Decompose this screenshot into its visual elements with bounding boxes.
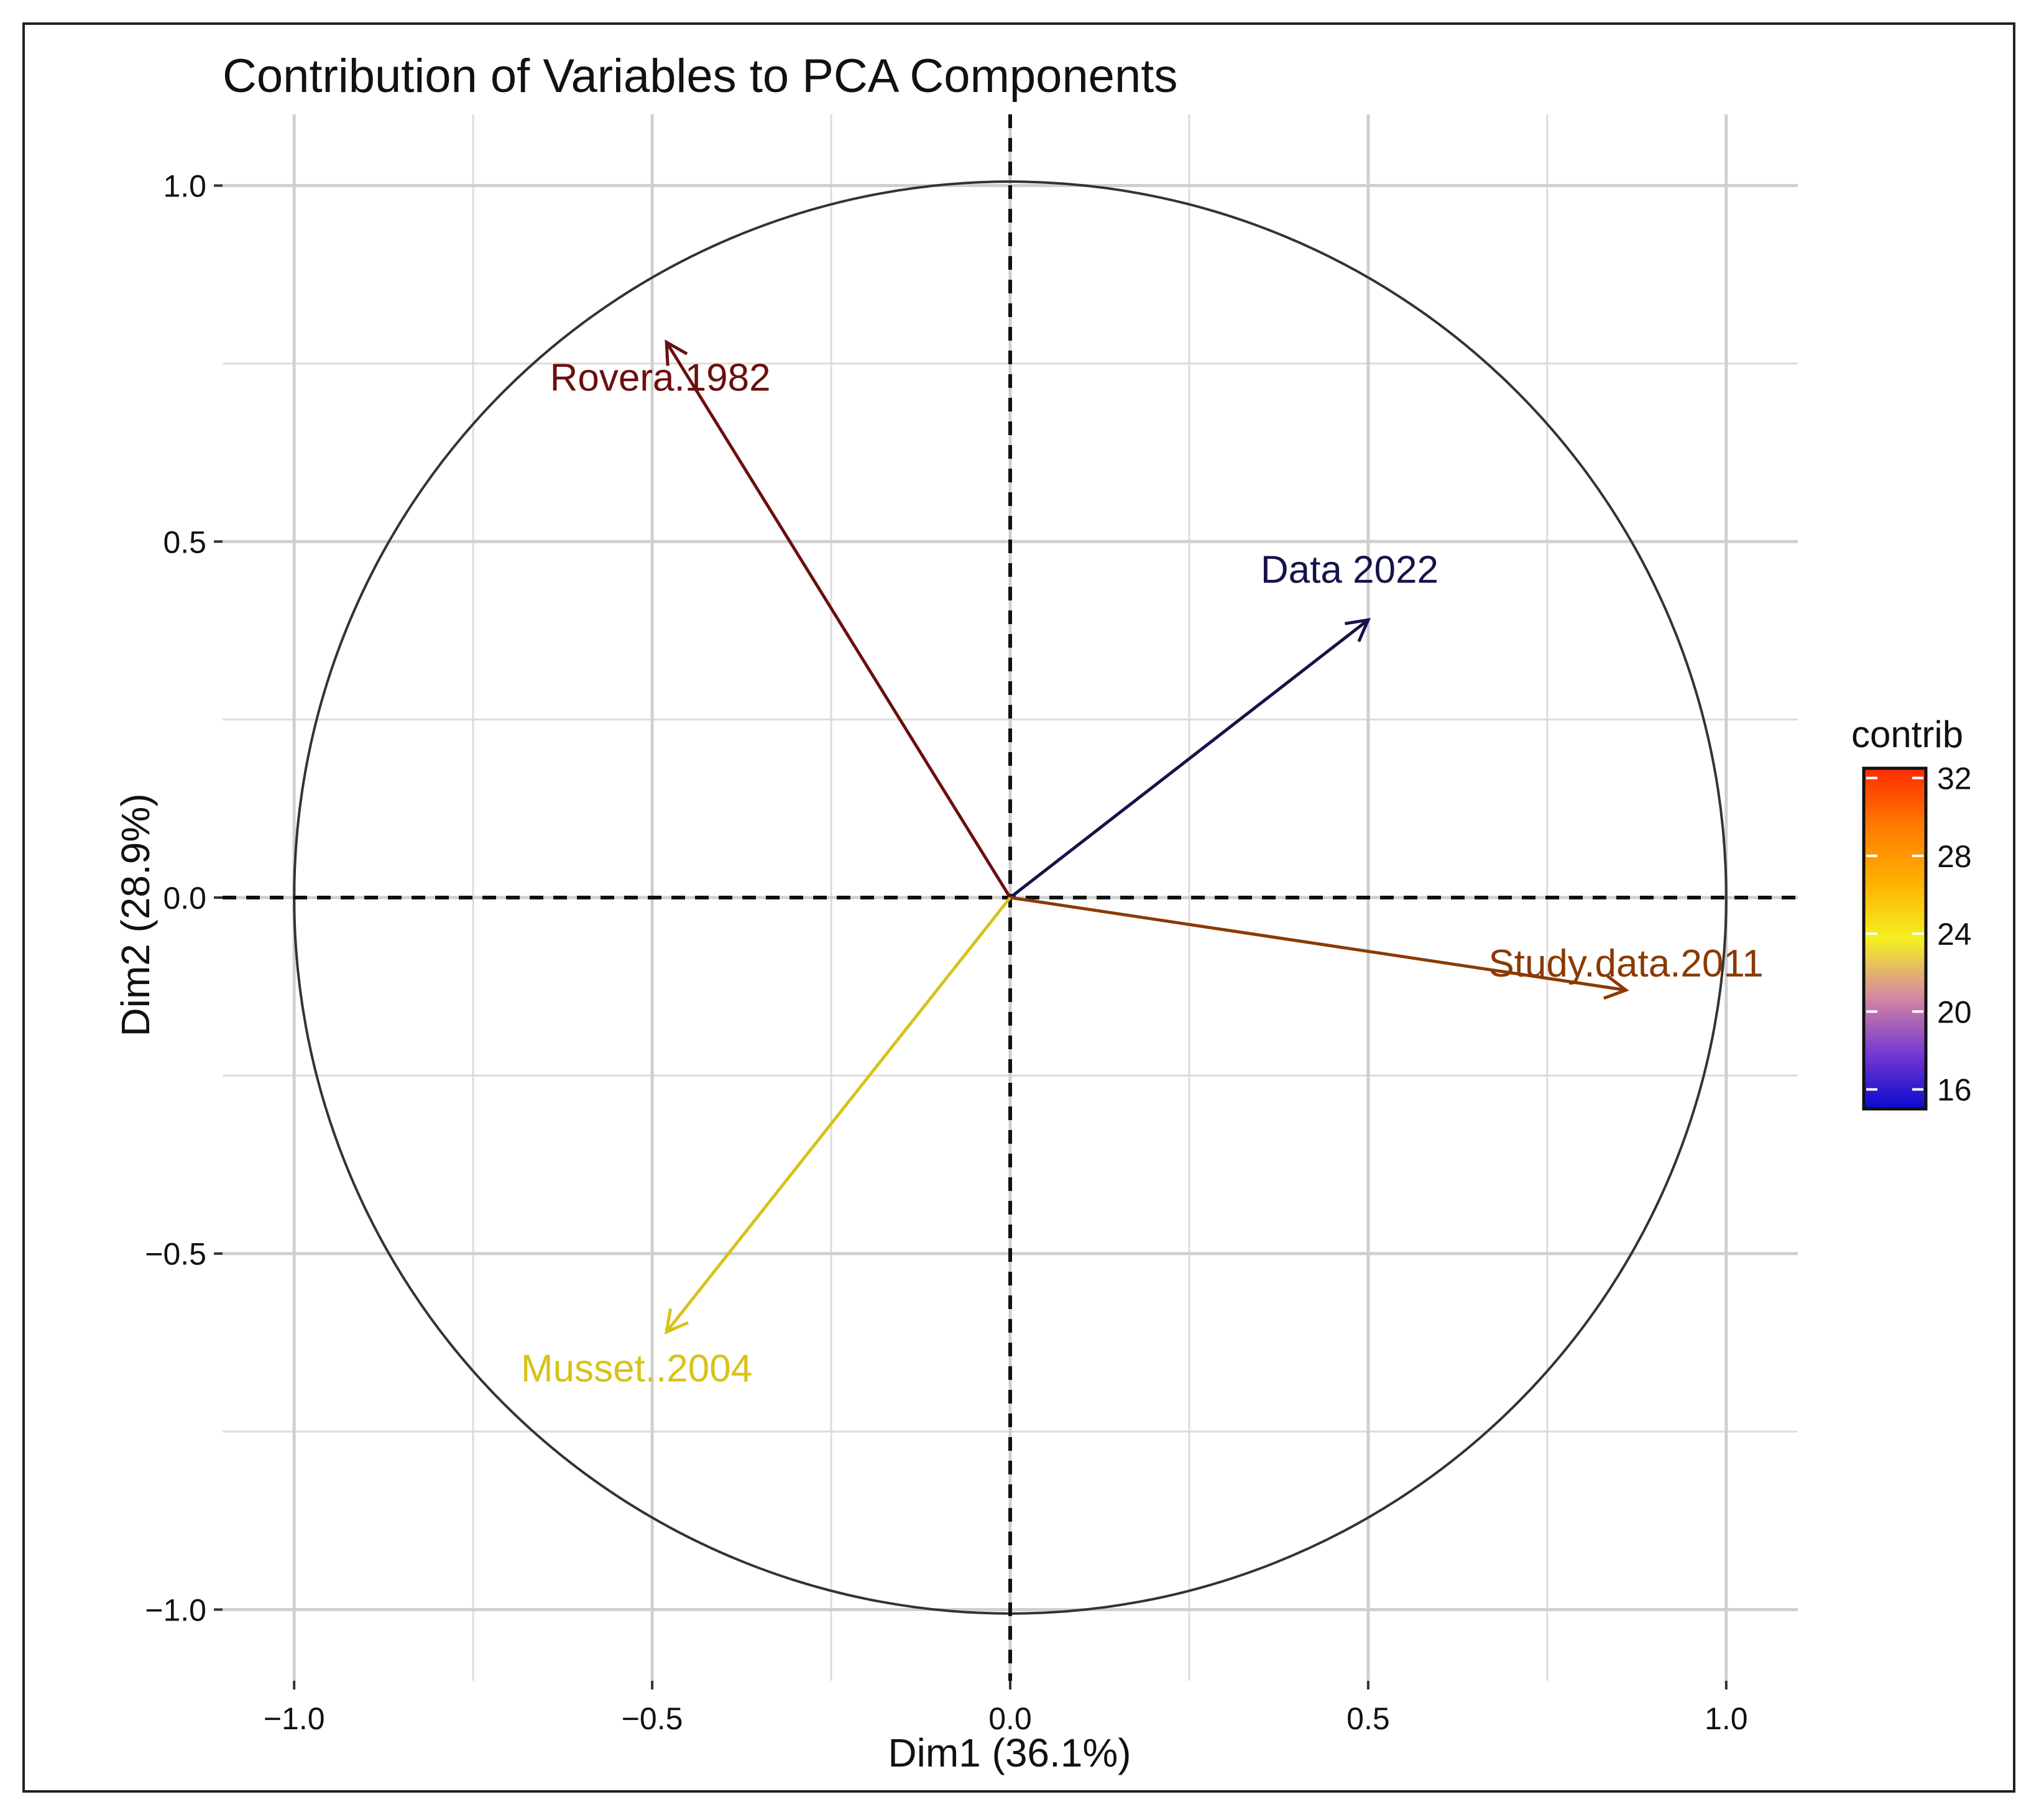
- y-axis-title: Dim2 (28.9%): [113, 793, 158, 1036]
- legend-tick-label: 20: [1937, 995, 1972, 1029]
- legend-tick-label: 28: [1937, 839, 1972, 874]
- y-tick-label: 1.0: [163, 169, 206, 204]
- legend-tick-label: 16: [1937, 1073, 1972, 1108]
- x-tick-label: −1.0: [264, 1701, 325, 1736]
- variable-label: Musset..2004: [521, 1348, 752, 1390]
- legend-ticks: 16 20 24 28 32: [1866, 761, 1972, 1108]
- legend-tick-label: 24: [1937, 917, 1972, 952]
- x-tick-label: 0.0: [988, 1701, 1032, 1736]
- variable-label: Study.data.2011: [1488, 942, 1763, 985]
- y-tick-label: −1.0: [145, 1592, 206, 1627]
- variable-rovera-1982: Rovera.1982: [550, 339, 1012, 899]
- variable-arrow-shaft: [1009, 618, 1370, 899]
- figure-frame: Rovera.1982 Data 2022 Study.data.2011 Musse…: [22, 22, 2015, 1793]
- x-axis-title: Dim1 (36.1%): [888, 1730, 1131, 1775]
- variable-arrow-shaft: [665, 341, 1012, 899]
- variable-data-2022: Data 2022: [1009, 548, 1439, 899]
- pca-chart: Rovera.1982 Data 2022 Study.data.2011 Musse…: [113, 50, 1972, 1775]
- variable-arrow-shaft: [665, 896, 1011, 1333]
- legend-title: contrib: [1851, 714, 1963, 755]
- y-tick-label: 0.5: [163, 525, 206, 559]
- x-axis-ticks: −1.0 −0.5 0.0 0.5 1.0: [264, 1681, 1748, 1736]
- legend-colorbar: [1862, 766, 1928, 1111]
- chart-title: Contribution of Variables to PCA Compone…: [223, 50, 1177, 103]
- variable-arrows: Rovera.1982 Data 2022 Study.data.2011 Musse…: [521, 339, 1764, 1390]
- variable-arrow-head: [1344, 618, 1371, 643]
- y-tick-label: −0.5: [145, 1237, 206, 1272]
- x-tick-label: −0.5: [622, 1701, 683, 1736]
- variable-study-data-2011: Study.data.2011: [1010, 896, 1764, 1000]
- x-tick-label: 0.5: [1347, 1701, 1390, 1736]
- variable-arrow-head: [665, 339, 688, 366]
- variable-arrow-shaft: [1010, 896, 1626, 992]
- variable-arrow-head: [1603, 974, 1629, 1000]
- legend-tick-label: 32: [1937, 761, 1972, 796]
- contrib-legend: contrib 16 20 24 28 32: [1851, 714, 1972, 1111]
- x-tick-label: 1.0: [1705, 1701, 1748, 1736]
- variable-label: Rovera.1982: [550, 357, 771, 400]
- variable-label: Data 2022: [1261, 548, 1439, 591]
- y-tick-label: 0.0: [163, 881, 206, 916]
- variable-arrow-head: [664, 1308, 689, 1335]
- variable-musset-2004: Musset..2004: [521, 896, 1011, 1390]
- y-axis-ticks: −1.0 −0.5 0.0 0.5 1.0: [145, 169, 223, 1627]
